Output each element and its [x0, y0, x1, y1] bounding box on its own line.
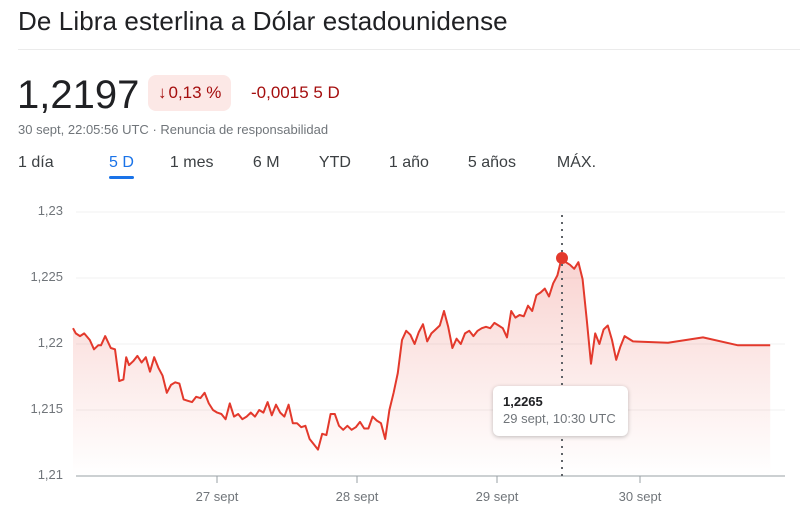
chart-tooltip: 1,2265 29 sept, 10:30 UTC — [493, 386, 628, 436]
price-area — [73, 258, 771, 476]
range-tabs: 1 día 5 D 1 mes 6 M YTD 1 año 5 años MÁX… — [18, 152, 596, 182]
change-percent: 0,13 % — [168, 83, 222, 102]
timestamp: 30 sept, 22:05:56 UTC — [18, 122, 149, 137]
disclaimer-link[interactable]: Renuncia de responsabilidad — [160, 122, 329, 137]
change-absolute: -0,0015 5 D — [251, 83, 340, 102]
highlight-point[interactable] — [556, 252, 568, 264]
tab-ytd[interactable]: YTD — [318, 154, 351, 171]
tab-1-month[interactable]: 1 mes — [169, 154, 214, 171]
x-tick-label: 27 sept — [195, 489, 239, 504]
tab-max[interactable]: MÁX. — [556, 154, 597, 171]
arrow-down-icon: ↓ — [158, 83, 167, 102]
price-line — [72, 257, 771, 451]
tab-1-day[interactable]: 1 día — [18, 154, 54, 171]
tooltip-value: 1,2265 — [503, 394, 543, 409]
header-divider — [18, 49, 800, 50]
x-tick-label: 28 sept — [335, 489, 379, 504]
y-tick-label: 1,22 — [37, 335, 63, 350]
tab-1-year[interactable]: 1 año — [388, 154, 429, 171]
current-price: 1,2197 — [17, 73, 140, 117]
separator: · — [152, 122, 157, 137]
y-tick-label: 1,23 — [37, 203, 63, 218]
x-ticks — [216, 476, 641, 483]
tab-5-days[interactable]: 5 D — [109, 152, 134, 182]
page-title: De Libra esterlina a Dólar estadounidens… — [18, 6, 508, 36]
x-tick-label: 29 sept — [475, 489, 519, 504]
quote-meta: 30 sept, 22:05:56 UTC · Renuncia de resp… — [18, 122, 328, 137]
change-percent-badge: ↓ 0,13 % — [148, 75, 232, 111]
tab-6-months[interactable]: 6 M — [252, 154, 280, 171]
x-tick-label: 30 sept — [618, 489, 662, 504]
tab-5-years[interactable]: 5 años — [467, 154, 516, 171]
y-tick-label: 1,225 — [30, 269, 63, 284]
y-tick-label: 1,21 — [37, 467, 63, 482]
tooltip-date: 29 sept, 10:30 UTC — [503, 411, 616, 426]
y-tick-label: 1,215 — [30, 401, 63, 416]
